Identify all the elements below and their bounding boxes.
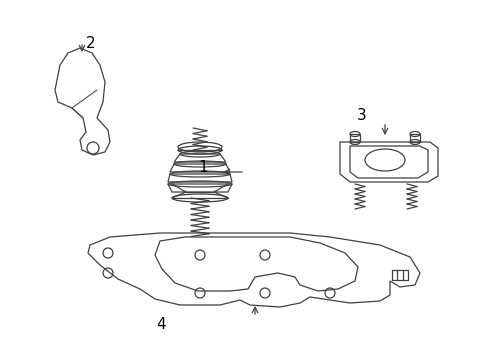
Text: 4: 4 <box>156 317 166 332</box>
Text: 1: 1 <box>198 160 207 175</box>
Text: 3: 3 <box>356 108 366 123</box>
Text: 2: 2 <box>85 36 95 51</box>
